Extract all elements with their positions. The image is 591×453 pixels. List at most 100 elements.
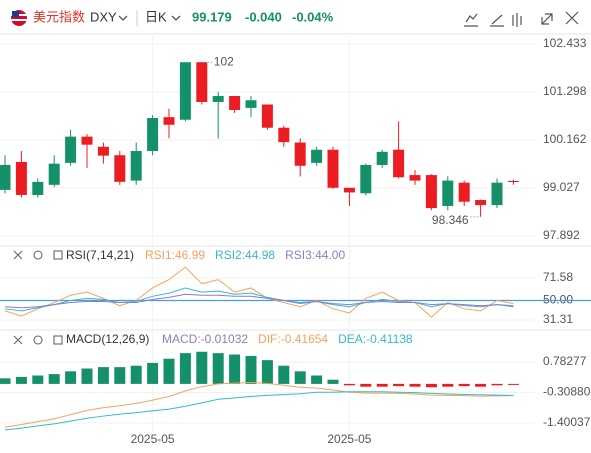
legend-entry: RSI2:44.98 bbox=[215, 248, 275, 262]
macd-bar bbox=[179, 353, 191, 384]
macd-bar bbox=[130, 365, 142, 384]
macd-bar bbox=[65, 371, 77, 384]
macd-bar bbox=[409, 383, 421, 387]
candle-body bbox=[229, 96, 241, 110]
panel-icons[interactable] bbox=[13, 250, 63, 345]
x-tick-label: 2025-05 bbox=[327, 432, 371, 446]
candle-body bbox=[196, 62, 208, 102]
macd-bar bbox=[245, 355, 257, 384]
candle-body bbox=[376, 151, 388, 165]
panel-title: MACD(12,26,9) bbox=[66, 332, 149, 346]
candle-body bbox=[278, 127, 290, 143]
candle-body bbox=[0, 164, 11, 190]
price-change: -0.040 bbox=[245, 9, 282, 24]
candle-body bbox=[245, 100, 257, 108]
candle-body bbox=[212, 96, 224, 102]
price-change-pct: -0.04% bbox=[292, 9, 334, 24]
macd-bar bbox=[327, 379, 339, 384]
y-tick-label: -1.40037 bbox=[543, 415, 591, 429]
macd-bar bbox=[163, 358, 175, 384]
panel-title: RSI(7,14,21) bbox=[66, 248, 134, 262]
macd-bar bbox=[360, 383, 372, 387]
macd-bar bbox=[114, 367, 126, 384]
macd-bar bbox=[393, 383, 405, 387]
line-series bbox=[4, 391, 514, 431]
candle-body bbox=[163, 117, 175, 125]
macd-bar bbox=[0, 378, 11, 384]
period[interactable]: 日K bbox=[145, 9, 167, 24]
macd-bar bbox=[147, 362, 159, 384]
macd-bar bbox=[32, 375, 44, 384]
macd-bar bbox=[376, 383, 388, 387]
candle-body bbox=[458, 182, 470, 202]
candle-body bbox=[15, 161, 27, 195]
macd-bar bbox=[212, 353, 224, 384]
macd-bar bbox=[294, 371, 306, 384]
candle-body bbox=[32, 181, 44, 195]
candle-body bbox=[393, 149, 405, 178]
candle-body bbox=[507, 181, 519, 183]
y-tick-label: 101.298 bbox=[543, 84, 587, 98]
legend-entry: DEA:-0.41138 bbox=[338, 332, 413, 346]
macd-bar bbox=[81, 368, 93, 384]
macd-bar bbox=[311, 375, 323, 384]
legend-entry: DIF:-0.41654 bbox=[258, 332, 328, 346]
candle-body bbox=[48, 163, 60, 185]
macd-bar bbox=[343, 383, 355, 386]
candle-body bbox=[327, 149, 339, 188]
y-tick-label: 50.00 bbox=[543, 293, 573, 307]
macd-bar bbox=[97, 367, 109, 384]
macd-bar bbox=[48, 374, 60, 384]
low-label: 98.346 bbox=[432, 213, 469, 227]
y-tick-label: 102.433 bbox=[543, 36, 587, 50]
y-tick-label: 100.162 bbox=[543, 132, 587, 146]
macd-bar bbox=[229, 354, 241, 384]
dropdown-caret[interactable] bbox=[118, 15, 128, 21]
candle-body bbox=[261, 104, 273, 128]
price: 99.179 bbox=[192, 9, 232, 24]
macd-bar bbox=[507, 383, 519, 385]
instrument-name: 美元指数 bbox=[33, 9, 85, 24]
y-tick-label: -0.30880 bbox=[543, 385, 591, 399]
candle-body bbox=[409, 175, 421, 181]
candle-body bbox=[475, 200, 487, 206]
candle-body bbox=[65, 136, 77, 163]
candle-body bbox=[425, 175, 437, 209]
macd-bar bbox=[475, 383, 487, 387]
line-series bbox=[4, 266, 514, 318]
legend-entry: RSI1:46.99 bbox=[145, 248, 205, 262]
y-tick-label: 99.027 bbox=[543, 180, 580, 194]
candle-body bbox=[114, 155, 126, 182]
line-series bbox=[4, 287, 514, 312]
line-series bbox=[4, 382, 514, 428]
candle-body bbox=[343, 187, 355, 193]
macd-bar bbox=[458, 383, 470, 387]
y-tick-label: 71.58 bbox=[543, 270, 573, 284]
macd-bar bbox=[15, 376, 27, 384]
candle-body bbox=[491, 182, 503, 206]
candle-body bbox=[442, 180, 454, 206]
x-tick-label: 2025-05 bbox=[131, 432, 175, 446]
y-tick-label: 97.892 bbox=[543, 228, 580, 242]
candle-body bbox=[360, 164, 372, 194]
legend-entry: MACD:-0.01032 bbox=[162, 332, 248, 346]
candle-body bbox=[147, 118, 159, 151]
macd-bar bbox=[442, 383, 454, 387]
macd-bar bbox=[261, 360, 273, 384]
high-label: 102 bbox=[214, 54, 234, 68]
dropdown-caret[interactable] bbox=[171, 15, 181, 21]
candle-body bbox=[294, 142, 306, 166]
candle-body bbox=[81, 136, 93, 145]
candle-body bbox=[179, 62, 191, 120]
macd-bar bbox=[491, 383, 503, 386]
macd-bar bbox=[196, 351, 208, 384]
candle-body bbox=[97, 146, 109, 156]
legend-entry: RSI3:44.00 bbox=[285, 248, 345, 262]
macd-bar bbox=[278, 365, 290, 384]
toolbar-icons[interactable] bbox=[464, 11, 579, 27]
y-tick-label: 0.78277 bbox=[543, 354, 587, 368]
flag-icon bbox=[11, 10, 27, 26]
instrument-symbol[interactable]: DXY bbox=[90, 9, 117, 24]
line-series bbox=[4, 293, 514, 309]
